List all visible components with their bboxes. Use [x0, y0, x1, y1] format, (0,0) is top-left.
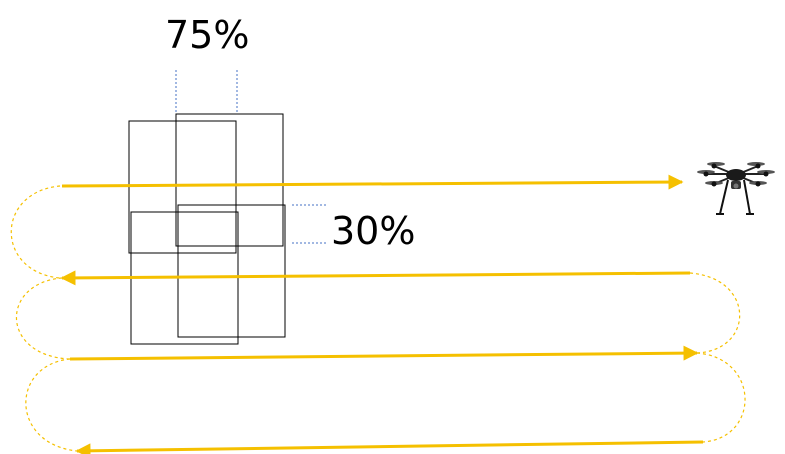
turn-arc-right-2 — [696, 352, 746, 443]
side-overlap-label: 30% — [331, 209, 415, 253]
turn-arc-right-1 — [689, 272, 741, 354]
flight-pass-1 — [61, 174, 684, 190]
turn-arc-left-3 — [25, 358, 78, 452]
turn-arc-left-2 — [15, 277, 71, 360]
image-frame-2 — [175, 113, 284, 247]
flight-pass-4 — [75, 440, 704, 454]
forward-overlap-label: 75% — [165, 13, 249, 57]
image-frame-4 — [177, 204, 286, 338]
turn-arc-left-1 — [10, 185, 61, 279]
flight-pass-2 — [60, 270, 691, 286]
flight-pass-3 — [69, 345, 699, 361]
image-frame-1 — [128, 120, 237, 254]
drone-icon — [697, 162, 775, 215]
